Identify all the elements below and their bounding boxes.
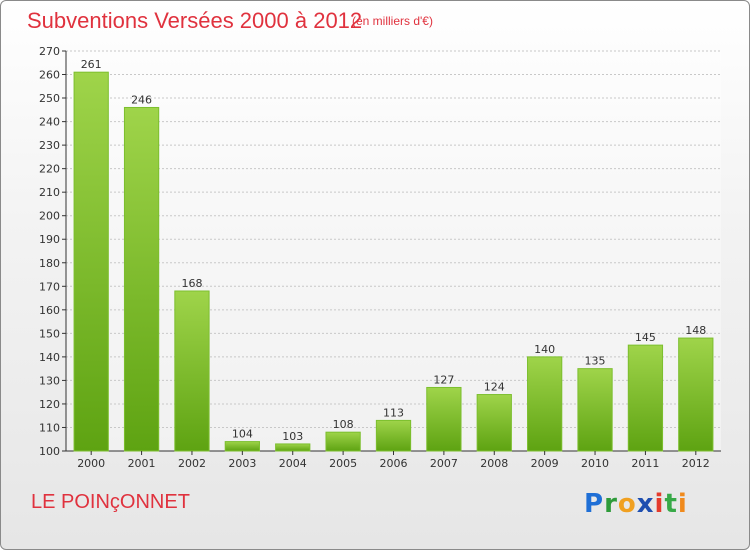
data-label: 127 [433, 373, 454, 386]
data-label: 124 [484, 381, 505, 394]
x-tick-label: 2002 [178, 457, 206, 470]
x-tick-label: 2009 [531, 457, 559, 470]
bar [325, 431, 361, 452]
bar [678, 337, 714, 452]
y-tick-label: 100 [39, 445, 60, 458]
y-tick-label: 110 [39, 421, 60, 434]
x-tick-label: 2006 [380, 457, 408, 470]
chart-title: Subventions Versées 2000 à 2012 [27, 8, 363, 33]
data-label: 108 [333, 418, 354, 431]
proxiti-logo: Proxiti [584, 489, 688, 519]
y-tick-label: 180 [39, 257, 60, 270]
y-tick-label: 260 [39, 69, 60, 82]
y-tick-label: 190 [39, 233, 60, 246]
plot-area [66, 51, 721, 451]
x-tick-label: 2001 [128, 457, 156, 470]
data-label: 113 [383, 406, 404, 419]
data-label: 145 [635, 331, 656, 344]
bar [627, 344, 664, 452]
x-tick-label: 2012 [682, 457, 710, 470]
bar [476, 394, 512, 452]
data-label: 135 [585, 355, 606, 368]
y-tick-label: 210 [39, 186, 60, 199]
y-tick-label: 120 [39, 398, 60, 411]
data-label: 104 [232, 428, 253, 441]
x-tick-label: 2011 [631, 457, 659, 470]
x-tick-label: 2008 [480, 457, 508, 470]
data-label: 148 [685, 324, 706, 337]
chart-subtitle: (en milliers d'€) [352, 14, 433, 28]
x-tick-label: 2000 [77, 457, 105, 470]
data-label: 246 [131, 93, 152, 106]
bar [73, 71, 109, 452]
bar [527, 356, 563, 452]
bar [174, 290, 210, 452]
y-tick-label: 170 [39, 280, 60, 293]
bar [123, 106, 160, 452]
x-tick-label: 2010 [581, 457, 609, 470]
bar [224, 441, 260, 452]
data-label: 168 [181, 277, 202, 290]
x-tick-label: 2004 [279, 457, 307, 470]
y-tick-label: 150 [39, 327, 60, 340]
bar [275, 443, 311, 452]
x-tick-label: 2005 [329, 457, 357, 470]
y-tick-label: 160 [39, 304, 60, 317]
y-tick-label: 130 [39, 374, 60, 387]
data-label: 103 [282, 430, 303, 443]
y-tick-label: 200 [39, 210, 60, 223]
x-tick-label: 2003 [228, 457, 256, 470]
data-label: 261 [81, 58, 102, 71]
y-tick-label: 270 [39, 45, 60, 58]
x-tick-label: 2007 [430, 457, 458, 470]
bar [426, 386, 462, 452]
y-tick-label: 250 [39, 92, 60, 105]
y-tick-label: 220 [39, 163, 60, 176]
bar [577, 368, 613, 452]
bar [375, 419, 412, 452]
y-tick-label: 240 [39, 116, 60, 129]
commune-name: LE POINçONNET [31, 491, 190, 513]
data-label: 140 [534, 343, 555, 356]
y-tick-label: 140 [39, 351, 60, 364]
y-tick-label: 230 [39, 139, 60, 152]
